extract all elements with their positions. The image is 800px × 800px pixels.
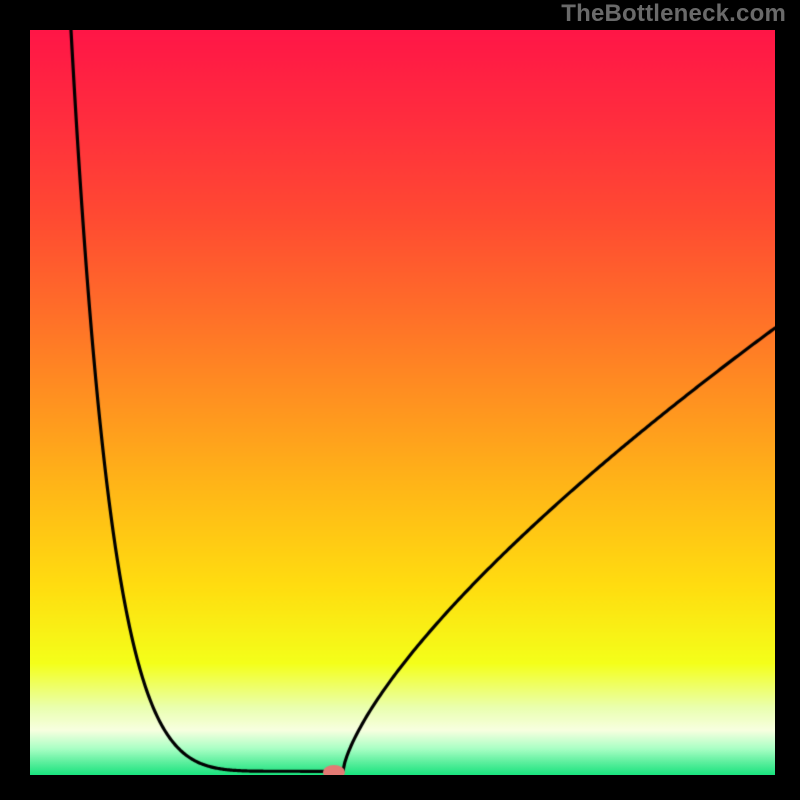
watermark-text: TheBottleneck.com — [561, 0, 786, 28]
chart-frame: TheBottleneck.com — [0, 0, 800, 800]
bottleneck-curve-plot — [30, 30, 775, 775]
